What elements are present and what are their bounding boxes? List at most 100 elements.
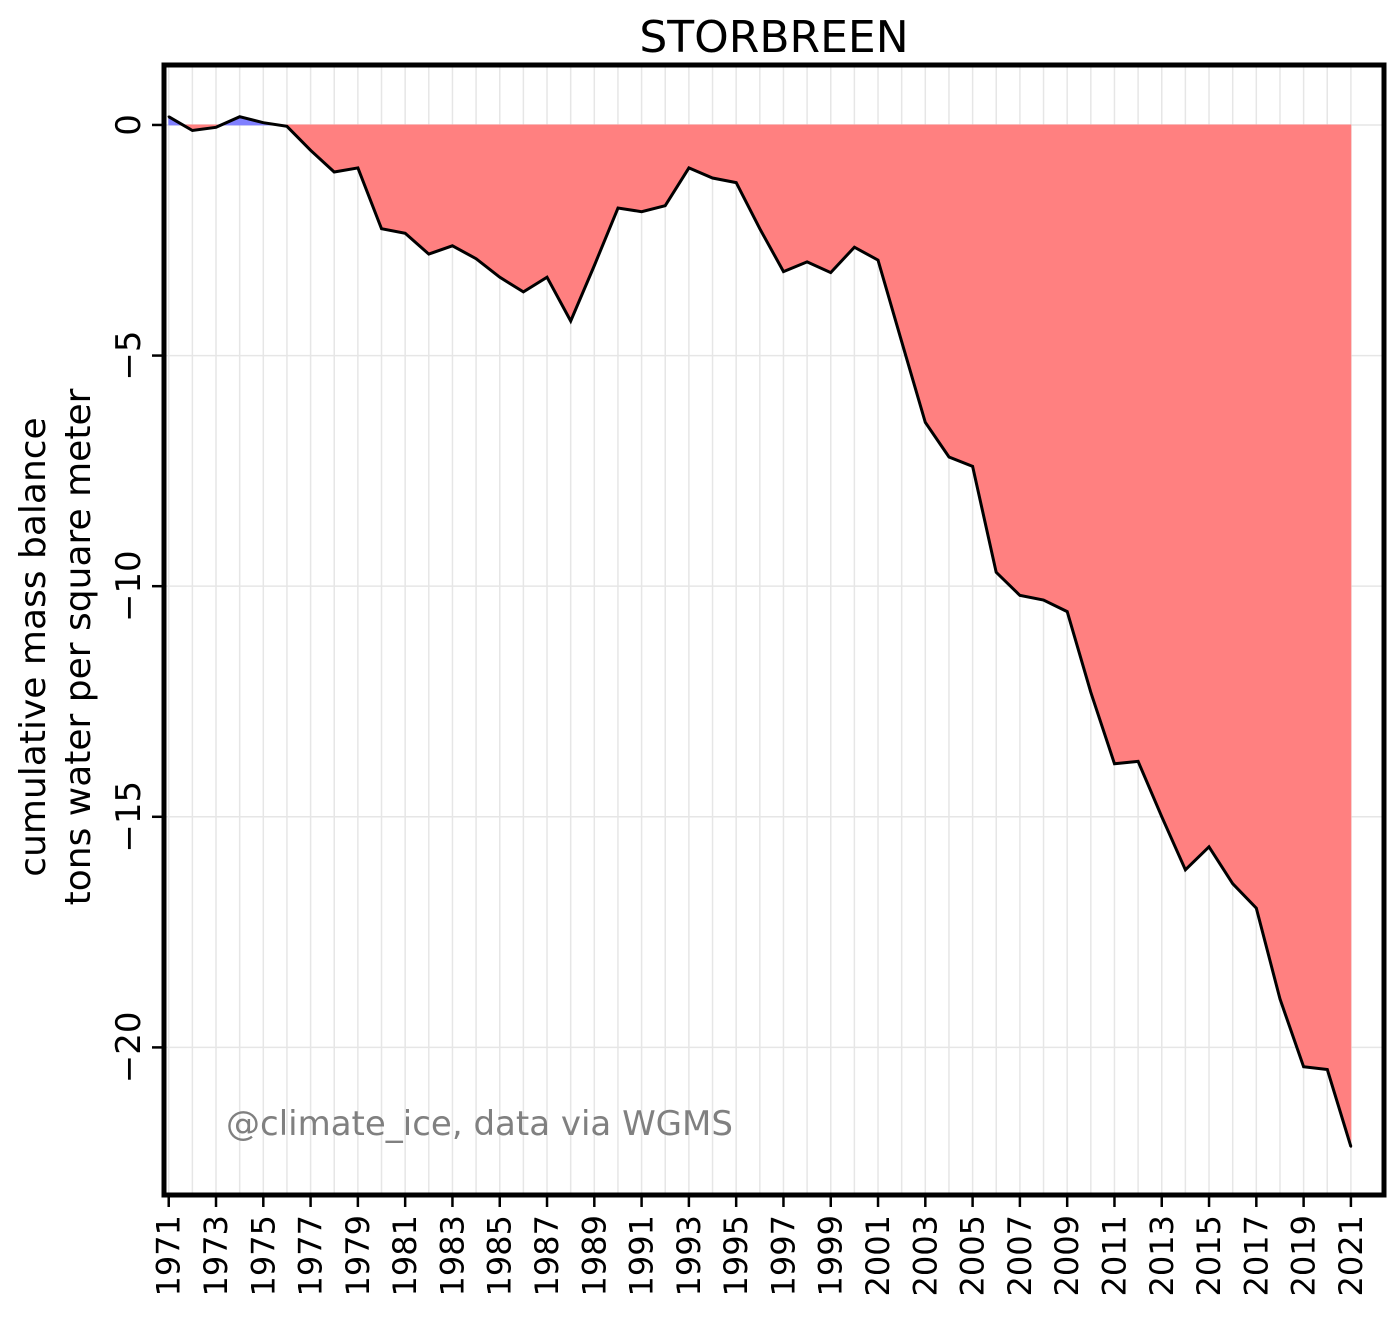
series-line-group (167, 115, 1353, 1148)
data-point-2009 (1065, 610, 1069, 613)
negative-area-segment (333, 124, 359, 173)
negative-area-segment (1208, 124, 1234, 886)
data-point-2019 (1302, 1065, 1305, 1068)
data-point-2013 (1160, 815, 1163, 818)
data-point-1995 (734, 181, 738, 184)
data-point-1981 (403, 232, 407, 235)
data-point-1991 (640, 210, 643, 213)
data-point-1983 (451, 244, 454, 247)
y-axis-ticks: 0 −5 −10 −15 −20 (109, 114, 164, 1083)
data-point-1985 (498, 275, 501, 279)
data-point-1988 (569, 319, 572, 323)
negative-area-segment (475, 124, 501, 278)
negative-area-segment (1066, 124, 1092, 693)
data-point-2014 (1184, 868, 1187, 872)
x-tick-label: 1989 (575, 1215, 613, 1296)
data-point-2011 (1113, 762, 1116, 765)
x-tick-label: 2013 (1143, 1215, 1181, 1296)
x-tick-label: 1995 (717, 1215, 755, 1296)
negative-area-segment (995, 124, 1021, 597)
negative-area-segment (452, 124, 477, 260)
negative-area-segment (641, 124, 666, 213)
x-tick-label: 2015 (1190, 1215, 1228, 1296)
x-tick-label: 2007 (1001, 1215, 1039, 1296)
x-tick-label: 1985 (481, 1215, 519, 1296)
data-point-1986 (522, 290, 525, 294)
negative-area-segment (783, 124, 808, 273)
negative-area-segment (499, 124, 524, 293)
x-tick-label: 1983 (433, 1215, 471, 1296)
negative-area-segment (1303, 124, 1328, 1070)
data-point-2010 (1089, 691, 1093, 694)
x-tick-label: 2019 (1285, 1215, 1323, 1296)
x-tick-label: 2003 (906, 1215, 944, 1296)
negative-area-segment (1255, 124, 1281, 1000)
x-tick-label: 2011 (1095, 1215, 1133, 1296)
data-point-2004 (947, 455, 951, 459)
negative-area-segment (806, 124, 832, 274)
x-tick-label: 1999 (812, 1215, 850, 1296)
data-point-2006 (995, 571, 998, 574)
y-axis-label-line-2: tons water per square meter (58, 388, 99, 905)
data-point-1984 (474, 257, 478, 260)
negative-area-segment (1184, 124, 1210, 871)
negative-area-segment (1019, 124, 1044, 601)
watermark-annotation: @climate_ice, data via WGMS (226, 1104, 733, 1144)
negative-area-segment (1137, 124, 1163, 817)
data-point-1974 (238, 115, 241, 118)
x-tick-label: 2005 (954, 1215, 992, 1296)
x-tick-label: 2017 (1237, 1215, 1275, 1296)
negative-area-segment (1279, 124, 1305, 1067)
data-point-1971 (167, 115, 170, 118)
data-point-1994 (711, 176, 714, 180)
data-point-1996 (758, 227, 762, 230)
data-point-1972 (191, 129, 194, 132)
negative-area-segment (1161, 124, 1186, 870)
negative-area-segment (1043, 124, 1068, 613)
chart-title: STORBREEN (639, 12, 908, 63)
data-point-2021 (1349, 1145, 1353, 1148)
y-axis-label: cumulative mass balance tons water per s… (13, 388, 99, 905)
data-point-2015 (1207, 845, 1211, 848)
x-tick-label: 1975 (244, 1215, 282, 1296)
negative-area-segment (522, 124, 548, 293)
y-tick-label: 0 (109, 114, 149, 136)
negative-area-segment (381, 124, 406, 234)
data-point-1992 (664, 204, 667, 207)
x-tick-label: 1979 (339, 1215, 377, 1296)
data-point-2012 (1136, 760, 1140, 763)
x-axis-ticks: 1971 1973 1975 1977 1979 1981 1983 1985 1987 1989… (150, 1195, 1370, 1296)
data-point-1978 (333, 170, 336, 174)
x-tick-label: 1977 (292, 1215, 330, 1296)
negative-area-segment (712, 124, 737, 184)
x-tick-label: 2009 (1048, 1215, 1086, 1296)
data-point-1987 (545, 275, 549, 279)
x-tick-label: 2001 (859, 1215, 897, 1296)
data-point-2003 (924, 421, 927, 424)
y-tick-label: −20 (109, 1012, 149, 1084)
data-point-2008 (1042, 598, 1045, 602)
data-point-2017 (1255, 906, 1258, 910)
x-tick-label: 1973 (197, 1215, 235, 1296)
negative-area-segment (1090, 124, 1115, 764)
y-tick-label: −5 (109, 331, 149, 381)
x-tick-label: 1993 (670, 1215, 708, 1296)
data-point-1998 (805, 260, 809, 264)
negative-area-segment (1326, 124, 1352, 1147)
negative-area-segment (1232, 124, 1257, 910)
negative-area-segment (948, 124, 974, 467)
x-tick-label: 1987 (528, 1215, 566, 1296)
data-point-1979 (356, 166, 360, 170)
data-point-1999 (829, 271, 832, 274)
data-point-1976 (285, 125, 289, 128)
negative-area-segment (853, 124, 879, 261)
data-point-2000 (853, 245, 856, 249)
y-tick-label: −15 (109, 781, 149, 853)
x-tick-label: 1997 (764, 1215, 802, 1296)
data-point-1989 (593, 264, 596, 267)
x-tick-label: 1971 (150, 1215, 188, 1296)
data-point-1990 (616, 206, 620, 210)
data-point-2018 (1278, 997, 1282, 1001)
negative-area-segment (924, 124, 950, 459)
y-axis-label-line-1: cumulative mass balance (13, 417, 54, 876)
